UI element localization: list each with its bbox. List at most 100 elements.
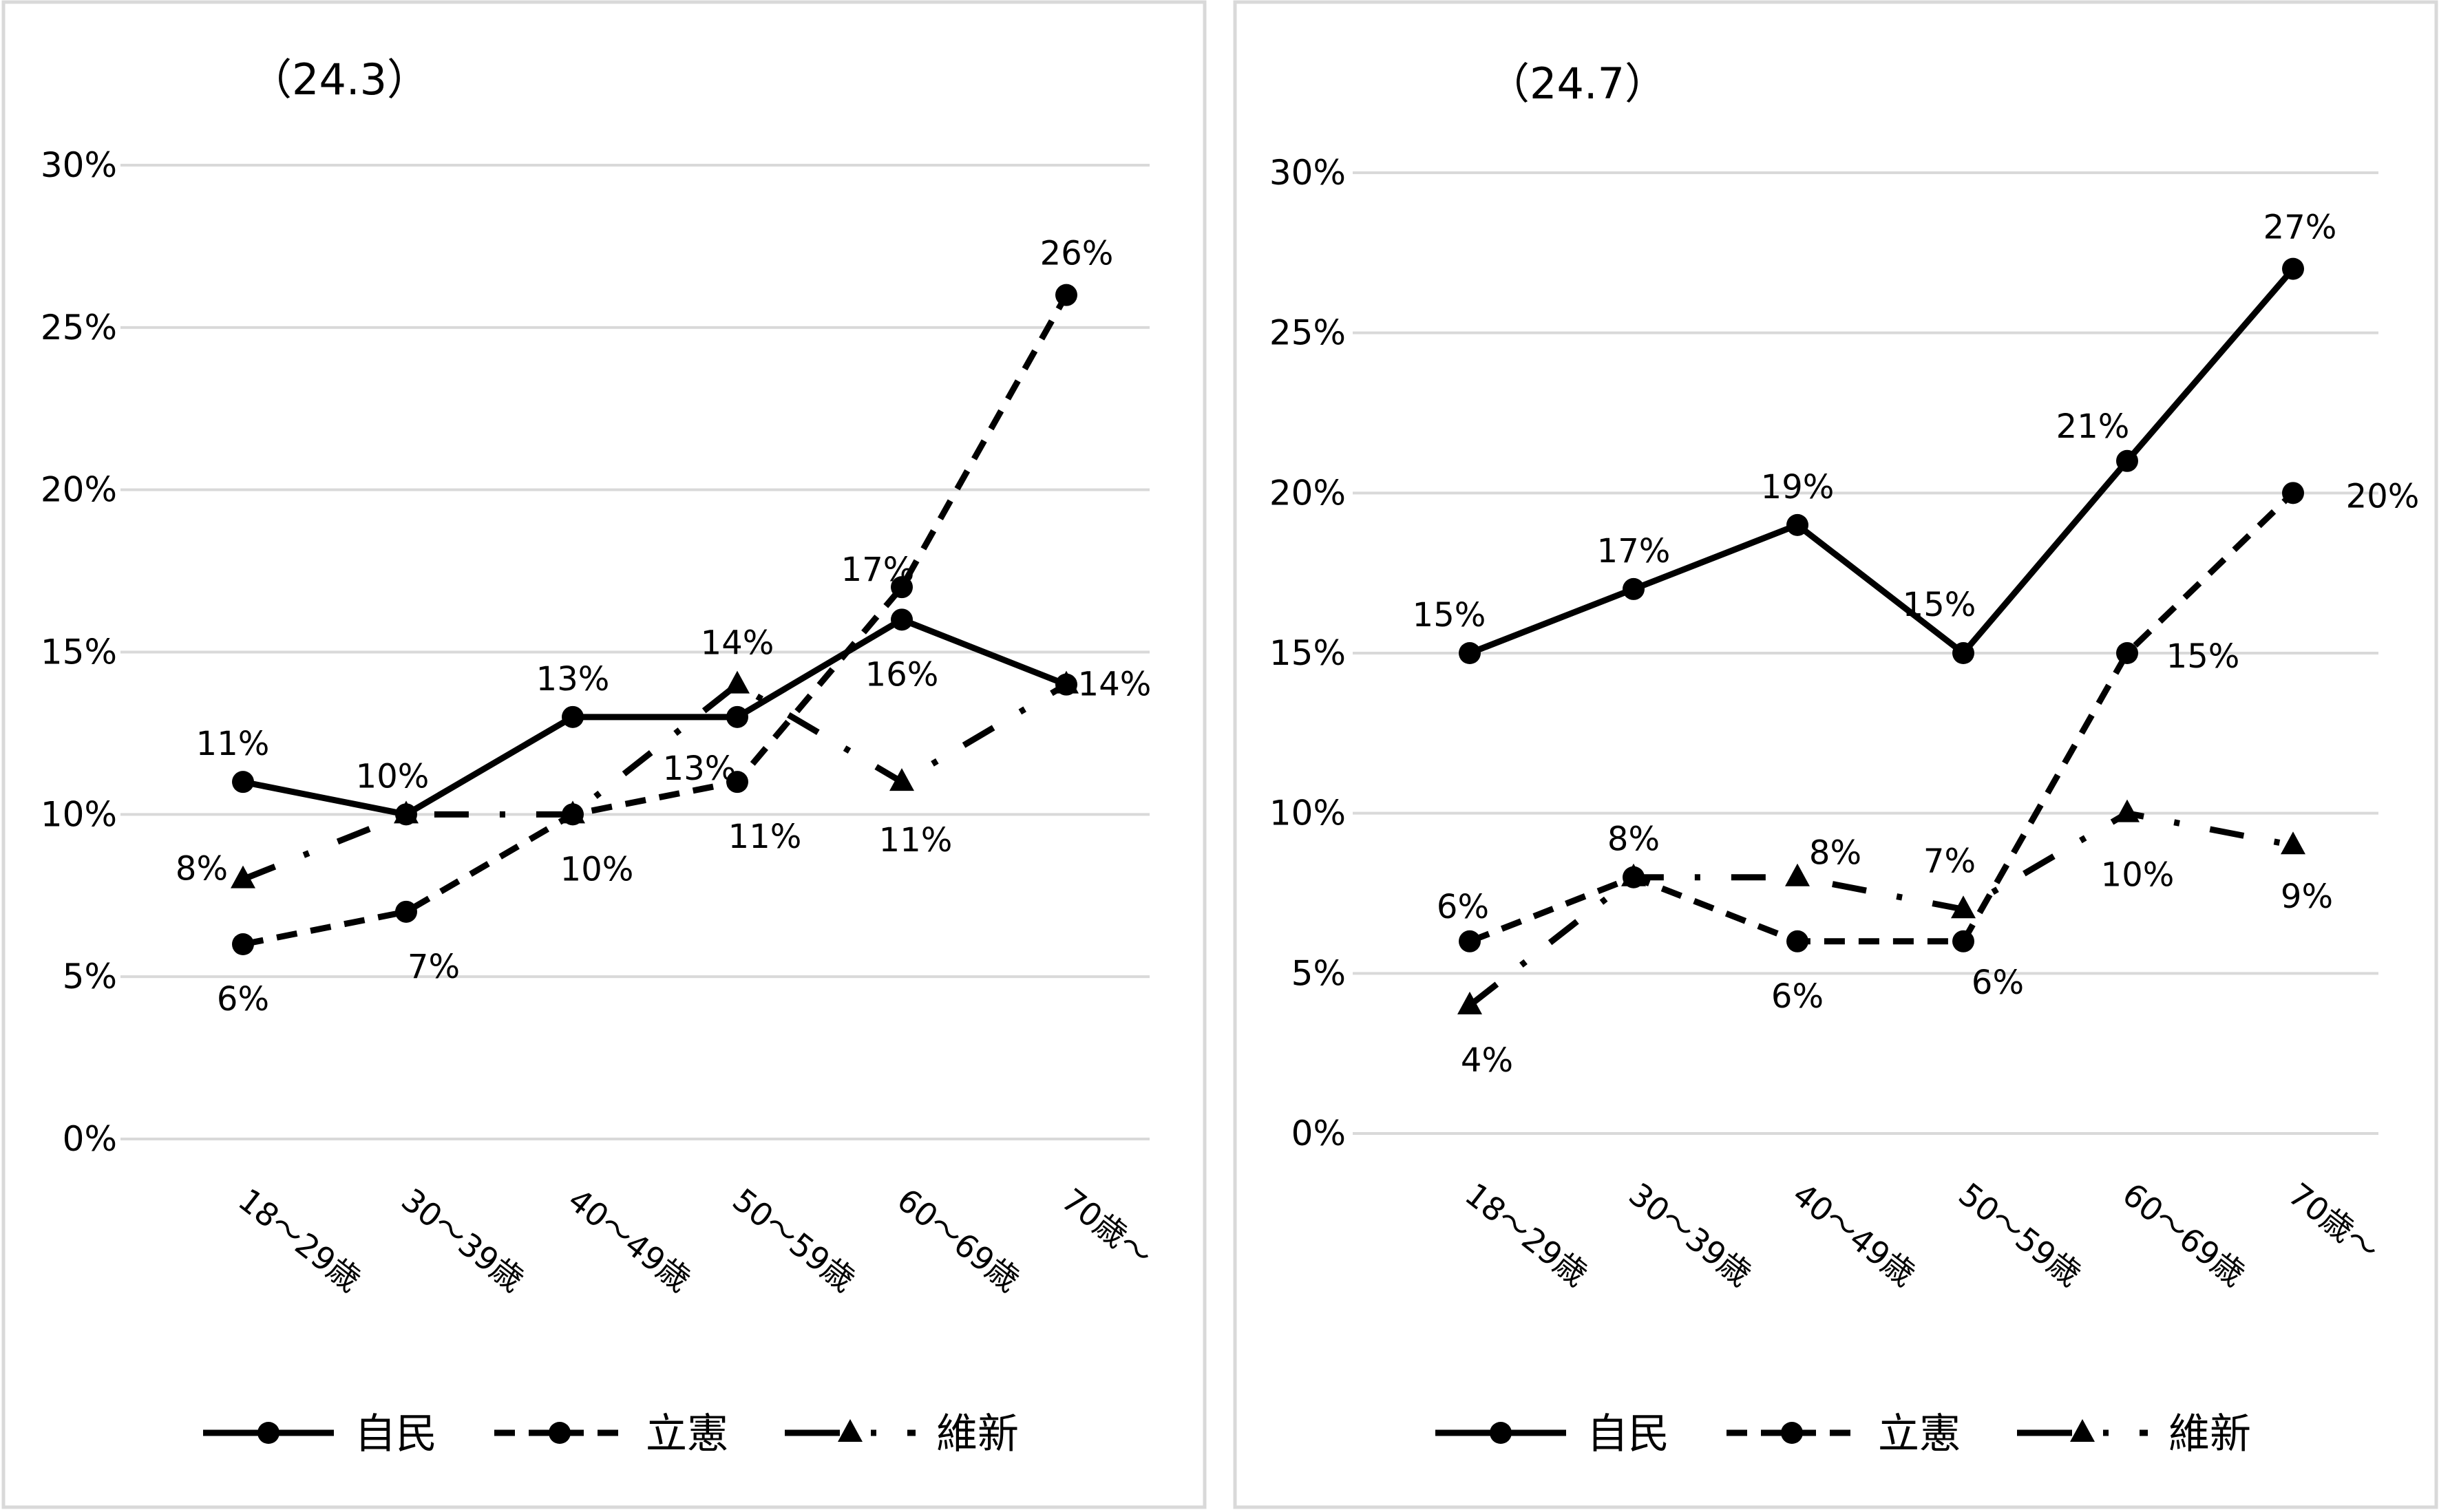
y-tick-label: 0% (1291, 1114, 1346, 1153)
data-point (1459, 930, 1481, 952)
data-label: 6% (217, 980, 269, 1019)
data-label: 7% (408, 948, 460, 986)
data-point (232, 933, 254, 955)
data-label: 14% (701, 624, 774, 663)
legend-marker (257, 1422, 279, 1444)
chart-panel-1: （24.3）0%5%10%15%20%25%30%18～29歳 30～39歳 40～… (1, 0, 1207, 1509)
data-point (394, 800, 419, 824)
data-point (1786, 930, 1808, 952)
legend-item: 立憲 (494, 1410, 728, 1458)
legend-item: 維新 (2017, 1410, 2251, 1458)
chart-panel-2: （24.7）0%5%10%15%20%25%30%18～29歳 30～39歳 40～… (1233, 0, 2438, 1509)
legend-marker (549, 1422, 571, 1444)
y-tick-label: 25% (1269, 313, 1346, 353)
data-label: 11% (196, 725, 270, 763)
data-point (725, 670, 750, 694)
legend-item: 自民 (1435, 1410, 1669, 1458)
y-tick-label: 10% (1269, 794, 1346, 833)
data-label: 26% (1040, 235, 1114, 273)
legend-item: 維新 (785, 1410, 1019, 1458)
panel-title: （24.7） (1487, 58, 1667, 109)
data-point (1951, 895, 1976, 919)
data-point (2116, 449, 2138, 472)
data-label: 13% (536, 660, 610, 699)
data-point (1459, 642, 1481, 664)
data-label: 17% (841, 551, 915, 589)
data-label: 9% (2281, 877, 2333, 916)
legend-label: 自民 (355, 1410, 437, 1458)
data-point (2116, 642, 2138, 664)
data-point (232, 771, 254, 794)
y-tick-label: 10% (41, 794, 117, 834)
data-point (1055, 284, 1077, 306)
data-point (1054, 670, 1079, 694)
data-label: 19% (1761, 468, 1835, 507)
legend-label: 維新 (2168, 1410, 2251, 1458)
data-label: 16% (865, 655, 939, 694)
data-label: 27% (2263, 209, 2337, 247)
y-tick-label: 15% (1269, 633, 1346, 673)
legend-item: 自民 (203, 1410, 437, 1458)
data-label: 11% (879, 821, 953, 860)
panel-frame (1, 0, 1207, 1509)
panel-frame (1233, 0, 2438, 1509)
data-point (1786, 513, 1808, 536)
y-tick-label: 0% (63, 1119, 117, 1159)
data-point (560, 800, 585, 824)
data-point (2282, 257, 2304, 280)
y-tick-label: 20% (41, 470, 117, 510)
data-point (2281, 831, 2305, 855)
y-tick-label: 25% (41, 308, 117, 348)
data-label: 15% (2166, 637, 2240, 676)
data-label: 14% (1078, 666, 1152, 704)
data-label: 10% (2101, 856, 2175, 895)
data-label: 15% (1413, 596, 1486, 635)
y-tick-label: 5% (1291, 953, 1346, 993)
data-label: 6% (1771, 977, 1824, 1016)
data-label: 8% (176, 850, 228, 888)
legend-item: 立憲 (1727, 1410, 1961, 1458)
series-line-1 (242, 616, 1068, 818)
data-point (1952, 642, 1974, 664)
data-point (1785, 863, 1810, 886)
data-label: 11% (728, 818, 802, 856)
y-tick-label: 5% (63, 957, 117, 997)
data-point (2115, 799, 2140, 822)
data-label: 17% (1597, 532, 1671, 571)
data-point (231, 865, 255, 888)
data-point (1952, 930, 1974, 952)
data-label: 6% (1972, 963, 2024, 1002)
legend-marker (1490, 1422, 1512, 1444)
data-label: 4% (1461, 1041, 1513, 1080)
data-point (1621, 863, 1646, 886)
data-point (562, 705, 584, 728)
legend-label: 維新 (936, 1410, 1019, 1458)
y-tick-label: 30% (41, 145, 117, 185)
data-point (395, 900, 417, 923)
data-label: 10% (560, 850, 634, 888)
legend-marker (838, 1419, 863, 1442)
data-label: 6% (1437, 888, 1489, 926)
legend-label: 立憲 (1878, 1410, 1961, 1458)
data-label: 13% (663, 749, 737, 788)
data-point (889, 768, 914, 791)
data-point (891, 576, 913, 599)
data-point (2282, 482, 2304, 504)
data-point (726, 705, 748, 728)
data-point (726, 771, 748, 794)
legend-marker (2070, 1419, 2095, 1442)
data-label: 8% (1809, 834, 1861, 873)
y-tick-label: 30% (1269, 153, 1346, 193)
series-line-2 (1468, 491, 2296, 945)
series-line-2 (242, 293, 1069, 948)
legend-label: 立憲 (646, 1410, 728, 1458)
legend-label: 自民 (1587, 1410, 1669, 1458)
data-label: 7% (1923, 842, 1976, 880)
series-line-1 (1468, 266, 2296, 657)
data-point (891, 608, 913, 631)
data-point (1623, 577, 1645, 600)
legend-marker (1781, 1422, 1803, 1444)
data-label: 10% (356, 757, 430, 796)
y-tick-label: 20% (1269, 473, 1346, 513)
